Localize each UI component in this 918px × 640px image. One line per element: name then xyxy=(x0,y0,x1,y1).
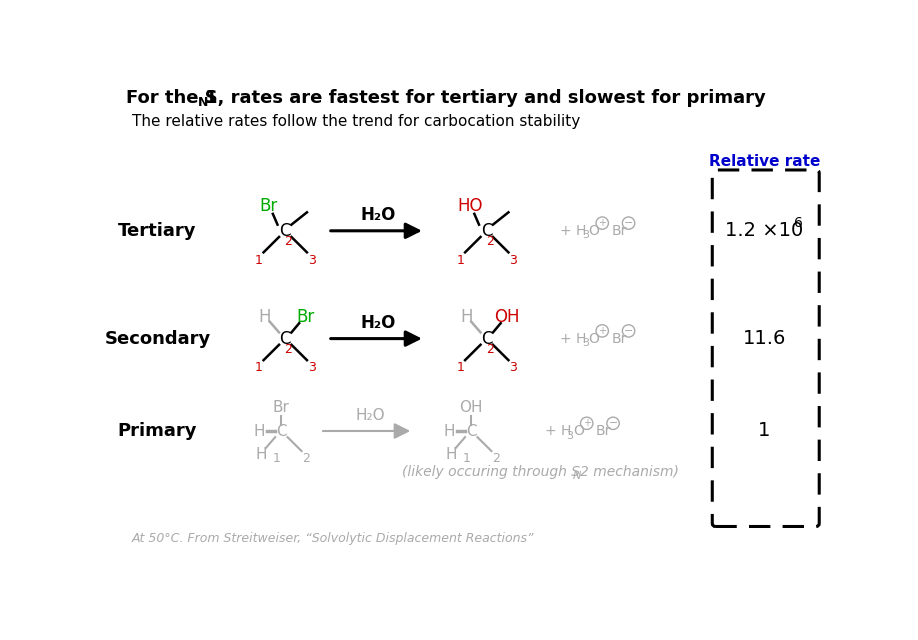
FancyBboxPatch shape xyxy=(712,170,819,527)
Text: Br: Br xyxy=(611,224,627,238)
Text: Br: Br xyxy=(611,332,627,346)
Text: O: O xyxy=(573,424,584,438)
Text: H: H xyxy=(259,308,272,326)
Text: 2: 2 xyxy=(302,452,310,465)
Text: For the S: For the S xyxy=(127,90,218,108)
Text: 2: 2 xyxy=(285,235,292,248)
Text: O: O xyxy=(588,224,599,238)
Text: HO: HO xyxy=(457,197,483,215)
Text: H: H xyxy=(254,424,265,438)
Text: 1: 1 xyxy=(463,452,471,465)
Text: The relative rates follow the trend for carbocation stability: The relative rates follow the trend for … xyxy=(132,114,580,129)
Text: 1: 1 xyxy=(456,362,465,374)
Text: H: H xyxy=(443,424,455,438)
Text: Relative rate: Relative rate xyxy=(709,154,820,169)
Text: 1.2 ×10: 1.2 ×10 xyxy=(725,221,803,240)
Text: 2 mechanism): 2 mechanism) xyxy=(580,465,678,479)
Text: +: + xyxy=(599,218,606,228)
Text: 1: 1 xyxy=(255,253,263,266)
Text: 1, rates are fastest for tertiary and slowest for primary: 1, rates are fastest for tertiary and sl… xyxy=(206,90,767,108)
Text: 3: 3 xyxy=(509,362,517,374)
Text: 1: 1 xyxy=(456,253,465,266)
Text: Br: Br xyxy=(259,197,277,215)
Text: C: C xyxy=(481,330,492,348)
Text: C: C xyxy=(481,222,492,240)
Text: 1: 1 xyxy=(273,452,281,465)
Text: N: N xyxy=(197,96,208,109)
Text: (likely occuring through S: (likely occuring through S xyxy=(401,465,579,479)
Text: O: O xyxy=(588,332,599,346)
Text: Br: Br xyxy=(297,308,315,326)
Text: OH: OH xyxy=(494,308,520,326)
Text: 3: 3 xyxy=(566,431,574,440)
Text: +: + xyxy=(583,419,590,428)
Text: 2: 2 xyxy=(492,452,500,465)
Text: H: H xyxy=(445,447,457,461)
Text: H₂O: H₂O xyxy=(355,408,386,423)
Text: 1: 1 xyxy=(255,362,263,374)
Text: + H: + H xyxy=(545,424,571,438)
Text: H₂O: H₂O xyxy=(361,314,396,332)
Text: 6: 6 xyxy=(794,216,802,230)
Text: 2: 2 xyxy=(486,235,494,248)
Text: 3: 3 xyxy=(582,338,589,348)
Text: At 50°C. From Streitweiser, “Solvolytic Displacement Reactions”: At 50°C. From Streitweiser, “Solvolytic … xyxy=(132,532,534,545)
Text: Tertiary: Tertiary xyxy=(118,222,196,240)
Text: C: C xyxy=(279,330,291,348)
Text: Br: Br xyxy=(273,401,290,415)
Text: C: C xyxy=(466,424,476,438)
Text: H₂O: H₂O xyxy=(361,206,396,225)
Text: H: H xyxy=(460,308,473,326)
Text: 2: 2 xyxy=(486,343,494,356)
Text: N: N xyxy=(573,470,581,481)
Text: 3: 3 xyxy=(509,253,517,266)
Text: + H: + H xyxy=(560,224,587,238)
Text: + H: + H xyxy=(560,332,587,346)
Text: OH: OH xyxy=(460,401,483,415)
Text: Br: Br xyxy=(596,424,611,438)
Text: C: C xyxy=(279,222,291,240)
Text: 2: 2 xyxy=(285,343,292,356)
Text: 1: 1 xyxy=(758,422,770,440)
Text: 3: 3 xyxy=(308,253,316,266)
Text: −: − xyxy=(609,419,618,428)
Text: 3: 3 xyxy=(308,362,316,374)
Text: +: + xyxy=(599,326,606,336)
Text: Secondary: Secondary xyxy=(105,330,210,348)
Text: H: H xyxy=(255,447,267,461)
Text: C: C xyxy=(276,424,286,438)
Text: 11.6: 11.6 xyxy=(743,329,786,348)
Text: −: − xyxy=(624,326,633,336)
Text: 3: 3 xyxy=(582,230,589,241)
Text: −: − xyxy=(624,218,633,228)
Text: Primary: Primary xyxy=(118,422,197,440)
